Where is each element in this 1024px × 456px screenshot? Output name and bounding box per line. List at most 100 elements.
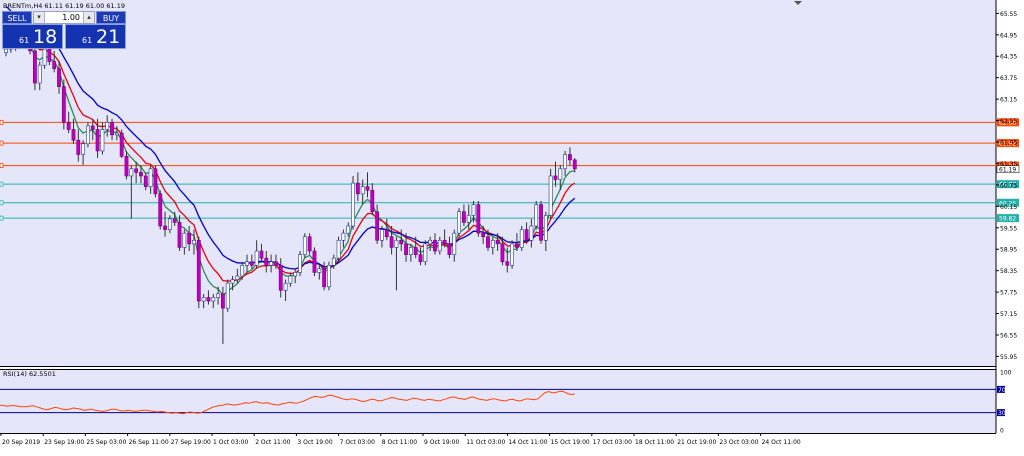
sell-price-button[interactable]: 61 18	[2, 24, 63, 49]
price-tick-label: 64.35	[1000, 54, 1017, 61]
level-price-label: 62.50	[999, 120, 1016, 127]
time-tick-label: 1 Oct 03:00	[213, 439, 248, 446]
candle	[235, 268, 240, 284]
candle	[86, 122, 90, 148]
candle	[167, 215, 172, 234]
candle	[510, 240, 515, 269]
level-price-tag	[997, 118, 1019, 127]
candle	[524, 222, 529, 244]
lot-increase-icon[interactable]: ▴	[83, 12, 94, 23]
sell-button[interactable]: SELL	[2, 11, 32, 24]
candle	[505, 247, 510, 273]
price-panel-background	[0, 0, 996, 366]
symbol-header: BRENTm,H4 61.11 61.19 61.00 61.19	[3, 2, 125, 10]
price-tick-label: 63.15	[1000, 97, 1017, 104]
price-tick-label: 56.55	[1000, 332, 1017, 339]
candle	[95, 118, 100, 159]
one-click-trading-panel: SELL ▾ 1.00 ▴ BUY 61 18 61 21	[2, 11, 126, 49]
candle	[543, 211, 548, 252]
candle	[336, 236, 341, 262]
price-tick-label: 59.55	[1000, 225, 1017, 232]
price-tick-label: 61.35	[1000, 161, 1017, 168]
candle	[278, 258, 283, 298]
candle	[442, 229, 447, 248]
candle	[206, 290, 211, 305]
candle	[331, 254, 336, 269]
lot-size-value[interactable]: 1.00	[62, 13, 80, 22]
time-tick-label: 18 Oct 11:00	[635, 439, 674, 446]
candle	[539, 200, 543, 244]
level-handle-icon[interactable]	[0, 163, 4, 168]
level-handle-icon[interactable]	[0, 119, 4, 125]
candle	[269, 254, 274, 273]
time-tick-label: 14 Oct 11:00	[508, 439, 547, 446]
time-tick-label: 11 Oct 03:00	[466, 439, 505, 446]
candle	[37, 61, 42, 91]
candle	[57, 61, 61, 94]
buy-price-big: 21	[96, 26, 121, 48]
chart-shift-marker-icon[interactable]	[794, 1, 802, 5]
time-tick-label: 23 Oct 03:00	[719, 439, 758, 446]
lot-size-input[interactable]: ▾ 1.00 ▴	[33, 11, 95, 24]
candle	[490, 236, 495, 255]
candle	[394, 236, 399, 291]
candle	[264, 251, 269, 273]
price-tick-label: 55.95	[1000, 354, 1017, 361]
level-handle-icon[interactable]	[0, 215, 4, 221]
candle	[568, 147, 572, 166]
candle	[572, 158, 577, 173]
buy-price-small: 61	[82, 36, 93, 45]
candle	[52, 50, 57, 73]
candle	[230, 276, 235, 291]
candle	[418, 247, 423, 266]
candle	[558, 165, 563, 191]
candle	[389, 225, 394, 255]
level-handle-icon[interactable]	[0, 140, 4, 146]
candle	[476, 200, 481, 237]
candle	[119, 129, 124, 159]
candle	[399, 229, 404, 252]
level-price-label: 61.92	[999, 141, 1016, 148]
candle	[274, 254, 278, 269]
candle	[404, 233, 408, 262]
candle	[61, 79, 66, 130]
time-tick-label: 9 Oct 19:00	[424, 439, 459, 446]
candlesticks	[4, 34, 577, 344]
lot-decrease-icon[interactable]: ▾	[34, 12, 45, 23]
candle	[370, 183, 375, 216]
time-tick-label: 2 Oct 11:00	[255, 439, 290, 446]
rsi-label: RSI(14) 62.5501	[3, 370, 56, 378]
candle	[461, 204, 466, 226]
level-price-tag	[997, 214, 1019, 223]
level-price-tag	[997, 180, 1019, 189]
candle	[457, 208, 461, 237]
buy-button[interactable]: BUY	[96, 11, 126, 24]
candle	[143, 172, 148, 191]
rsi-line	[0, 390, 575, 415]
candle	[447, 236, 452, 259]
time-tick-label: 17 Oct 03:00	[593, 439, 632, 446]
time-tick-label: 27 Sep 19:00	[171, 439, 211, 446]
candle	[76, 129, 81, 162]
candle	[283, 279, 288, 302]
price-tick-label: 58.95	[1000, 247, 1017, 254]
level-price-tag	[997, 198, 1019, 207]
time-tick-label: 7 Oct 03:00	[340, 439, 375, 446]
price-tick-label: 60.15	[1000, 204, 1017, 211]
candle	[163, 211, 167, 237]
candle	[196, 236, 201, 309]
candle	[240, 261, 245, 280]
buy-price-button[interactable]: 61 21	[65, 24, 126, 49]
sell-price-small: 61	[19, 36, 30, 45]
price-tick-label: 58.35	[1000, 268, 1017, 275]
candle	[187, 225, 192, 252]
price-tick-label: 57.75	[1000, 290, 1017, 297]
time-tick-label: 26 Sep 11:00	[129, 439, 169, 446]
sell-price-big: 18	[33, 26, 58, 48]
level-handle-icon[interactable]	[0, 200, 4, 206]
level-handle-icon[interactable]	[0, 181, 4, 187]
candle	[317, 265, 322, 280]
candle	[384, 218, 389, 241]
